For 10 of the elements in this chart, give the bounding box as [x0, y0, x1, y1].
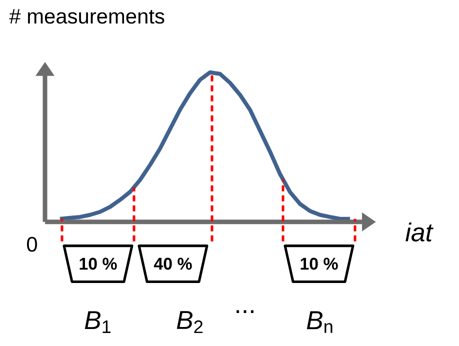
- text: ...: [236, 310, 254, 313]
- text: B$_{n}$: [306, 311, 332, 333]
- text: 0: [27, 236, 38, 252]
- text: 10 %: [80, 258, 117, 270]
- text: B$_{2}$: [176, 311, 203, 334]
- y-axis-title: # measurements: [9, 9, 164, 24]
- text: 10 %: [300, 258, 338, 270]
- x-axis-title: iat: [406, 222, 434, 242]
- text: B$_{1}$: [84, 311, 111, 333]
- text: 40 %: [154, 258, 192, 270]
